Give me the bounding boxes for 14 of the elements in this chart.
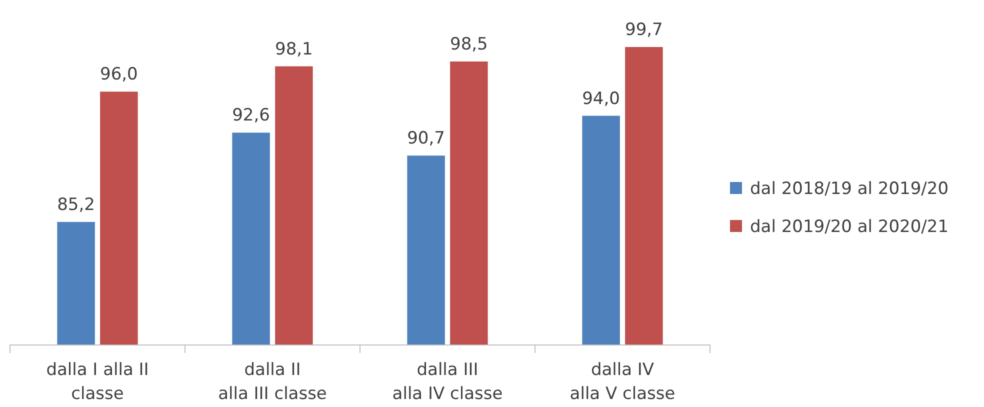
legend-label: dal 2019/20 al 2020/21 bbox=[750, 217, 949, 237]
data-label: 99,7 bbox=[625, 20, 663, 40]
data-label: 90,7 bbox=[407, 128, 445, 149]
data-label: 94,0 bbox=[582, 88, 620, 109]
data-label: 92,6 bbox=[232, 106, 270, 126]
data-label: 96,0 bbox=[100, 64, 138, 85]
x-tick-label: dalla III alla IV classe bbox=[392, 360, 503, 404]
x-tick-label: dalla I alla II classe bbox=[46, 360, 149, 404]
x-tick-label: dalla IV alla V classe bbox=[570, 360, 676, 404]
legend-label: dal 2018/19 al 2019/20 bbox=[750, 179, 949, 199]
data-label: 85,2 bbox=[57, 194, 95, 215]
data-label: 98,1 bbox=[275, 39, 313, 60]
x-tick-label: dalla II alla III classe bbox=[218, 360, 327, 404]
data-label: 98,5 bbox=[450, 34, 488, 54]
